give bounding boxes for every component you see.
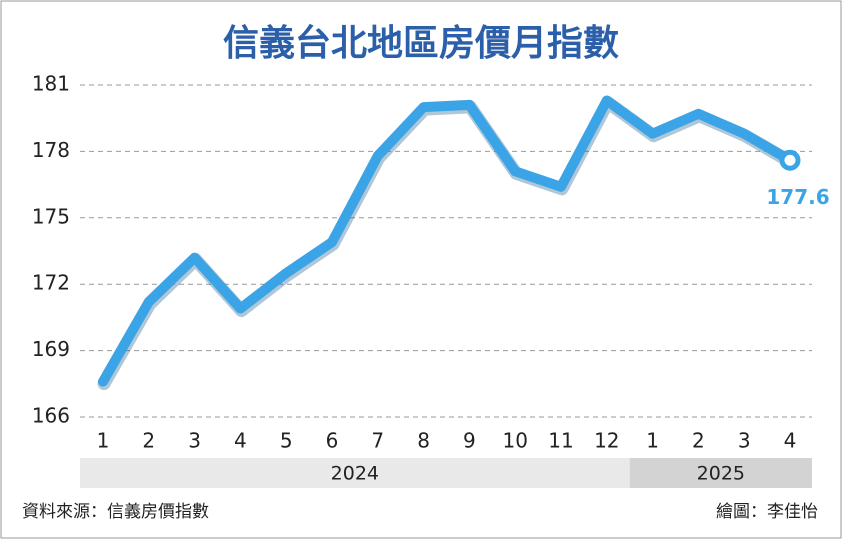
value-label: 177.6	[766, 185, 829, 209]
x-tick-label: 3	[738, 429, 751, 453]
year-label: 2025	[697, 463, 745, 485]
x-tick-label: 3	[188, 429, 201, 453]
y-tick-label: 166	[32, 404, 70, 428]
x-tick-label: 1	[646, 429, 659, 453]
line	[98, 95, 795, 387]
x-tick-label: 11	[548, 429, 573, 453]
x-tick-label: 6	[326, 429, 339, 453]
x-tick-label: 8	[417, 429, 430, 453]
y-tick-label: 181	[32, 72, 70, 96]
x-tick-label: 7	[371, 429, 384, 453]
y-tick-label: 169	[32, 337, 70, 361]
x-tick-label: 4	[784, 429, 797, 453]
y-tick-label: 178	[32, 138, 70, 162]
x-tick-label: 9	[463, 429, 476, 453]
x-tick-label: 2	[142, 429, 155, 453]
year-band	[629, 458, 812, 488]
chart-title: 信義台北地區房價月指數	[223, 23, 619, 64]
credit: 繪圖：李佳怡	[716, 502, 818, 522]
x-tick-label: 2	[692, 429, 705, 453]
x-tick-label: 12	[594, 429, 619, 453]
x-tick-label: 5	[280, 429, 293, 453]
x-tick-label: 4	[234, 429, 247, 453]
source: 資料來源：信義房價指數	[22, 502, 209, 522]
y-tick-label: 175	[32, 204, 70, 228]
point-marker	[779, 149, 801, 171]
x-tick-label: 10	[502, 429, 527, 453]
year-band	[80, 458, 630, 488]
year-label: 2024	[331, 463, 379, 485]
y-tick-label: 172	[32, 271, 70, 295]
x-tick-label: 1	[97, 429, 110, 453]
